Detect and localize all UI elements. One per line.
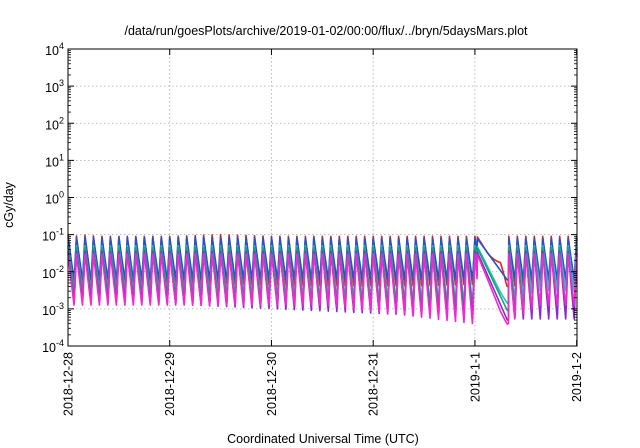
y-tick-label: 100 bbox=[45, 190, 64, 207]
chart-title: /data/run/goesPlots/archive/2019-01-02/0… bbox=[124, 24, 528, 38]
x-tick-label: 2019-1-2 bbox=[570, 352, 584, 402]
series-line-4 bbox=[67, 246, 578, 312]
y-axis-label: cGy/day bbox=[2, 181, 16, 228]
series-layer bbox=[67, 233, 578, 325]
y-tick-label: 10-3 bbox=[42, 301, 64, 318]
y-tick-label: 101 bbox=[45, 152, 64, 169]
x-tick-label: 2018-12-28 bbox=[62, 352, 76, 416]
y-tick-label: 104 bbox=[45, 41, 64, 58]
grid bbox=[68, 49, 577, 346]
series-line-2 bbox=[67, 236, 578, 281]
series-line-6 bbox=[67, 253, 578, 325]
x-tick-label: 2018-12-31 bbox=[367, 352, 381, 416]
y-axis: 10-4 10-3 10-2 10-1 100 101 102 103 104 bbox=[42, 41, 577, 355]
x-axis: 2018-12-28 2018-12-29 2018-12-30 2018-12-31… bbox=[62, 49, 584, 416]
x-tick-label: 2018-12-30 bbox=[265, 352, 279, 416]
y-tick-label: 103 bbox=[45, 78, 64, 95]
y-tick-label: 10-4 bbox=[42, 338, 64, 355]
y-tick-label: 10-2 bbox=[42, 264, 64, 281]
x-axis-label: Coordinated Universal Time (UTC) bbox=[227, 432, 419, 446]
x-tick-label: 2018-12-29 bbox=[163, 352, 177, 416]
y-tick-label: 102 bbox=[45, 115, 64, 132]
y-tick-label: 10-1 bbox=[42, 227, 64, 244]
x-tick-label: 2019-1-1 bbox=[468, 352, 482, 402]
